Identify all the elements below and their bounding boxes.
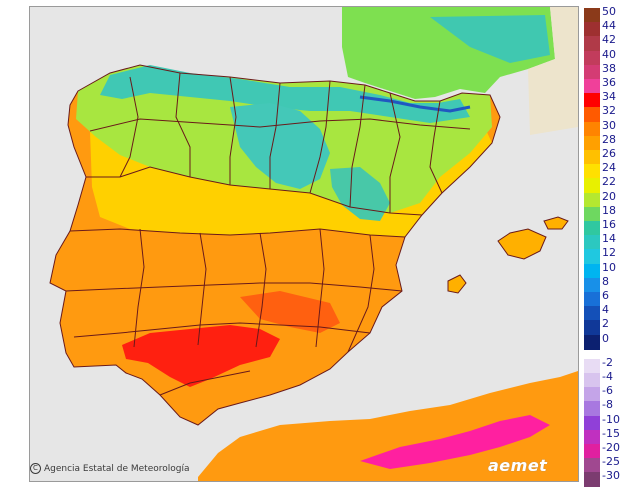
legend-label: -4 [602,370,613,383]
legend-swatch [584,50,600,66]
legend-label: 36 [602,76,616,89]
legend-label: 0 [602,331,609,345]
legend-swatch [584,93,600,109]
ibiza-island [448,275,466,293]
menorca-island [544,217,568,229]
map-canvas [30,7,578,481]
legend-label: -8 [602,398,613,412]
rif-cool-zone [360,415,550,469]
legend-swatch [584,107,600,123]
legend-swatch [584,444,600,459]
north-africa-land [198,371,578,481]
legend-swatch [584,458,600,474]
legend-label: 8 [602,274,609,288]
legend-swatch [584,320,600,336]
legend-swatch [584,22,600,38]
legend-label: -25 [602,455,620,469]
iberian-range-cool-zone [330,167,390,221]
legend-swatch [584,429,600,445]
legend-label: 18 [602,203,616,217]
france-unmapped-right [528,7,578,135]
legend-label: 44 [602,19,616,33]
legend-swatch [584,472,600,488]
legend-label: 30 [602,118,616,132]
legend-label: -6 [602,384,613,398]
province-borders [49,64,569,426]
legend-swatch [584,36,600,52]
legend-swatch [584,235,600,251]
cantabrian-cool-zone [100,65,470,123]
pyrenees-cold-line [359,95,471,113]
agency-credit: C Agencia Estatal de Meteorología [30,463,190,474]
legend-label: 6 [602,289,609,302]
legend-swatch [584,178,600,194]
meseta-cool-zone [230,103,330,189]
legend-label: 22 [602,175,616,189]
legend-swatch [584,79,600,94]
legend-swatch [584,334,600,350]
legend-swatch [584,306,600,322]
temperature-legend: 50 44 42 40 38 36 34 32 30 28 26 24 22 20 18 16 14 12 10 8 6… [582,5,630,492]
legend-label: 42 [602,33,616,47]
legend-swatch [584,387,600,403]
legend-label: 26 [602,147,616,160]
legend-label: 38 [602,61,616,75]
legend-swatch [584,358,600,374]
legend-swatch [584,135,600,151]
legend-label: 24 [602,161,616,175]
legend-label: 50 [602,5,616,18]
legend-swatch [584,150,600,165]
legend-label: -20 [602,441,620,454]
legend-swatch [584,206,600,222]
legend-label: -2 [602,355,613,369]
legend-swatch [584,263,600,279]
legend-label: 20 [602,189,616,203]
legend-swatch [584,192,600,208]
legend-swatch [584,164,600,180]
legend-label: 16 [602,218,616,231]
legend-swatch [584,415,600,431]
legend-label: 14 [602,232,616,246]
legend-label: 32 [602,104,616,118]
legend-swatch [584,8,600,23]
legend-label: 40 [602,47,616,61]
guadalquivir-hot-zone [122,325,280,387]
legend-swatch [584,121,600,137]
legend-label: -10 [602,412,620,426]
copyright-icon: C [30,463,41,474]
legend-label: -15 [602,426,620,440]
legend-swatch [584,277,600,293]
africa-west-unmapped [30,427,198,481]
mallorca-island [498,229,546,259]
legend-swatch [584,373,600,388]
legend-label: 4 [602,303,609,317]
legend-swatch [584,401,600,417]
legend-label: 28 [602,132,616,146]
temperature-map [29,6,579,482]
legend-swatch [584,64,600,80]
southeast-hot-zone [240,291,340,333]
legend-swatch [584,249,600,265]
agency-credit-text: Agencia Estatal de Meteorología [44,463,190,474]
legend-label: 12 [602,246,616,260]
legend-swatch [584,221,600,236]
aemet-logo: aemet [488,456,548,475]
legend-label: 2 [602,317,609,331]
legend-label: 10 [602,260,616,274]
france-cool-zone [430,15,550,63]
legend-label: -30 [602,469,620,483]
legend-label: 34 [602,90,616,104]
legend-swatch [584,292,600,307]
